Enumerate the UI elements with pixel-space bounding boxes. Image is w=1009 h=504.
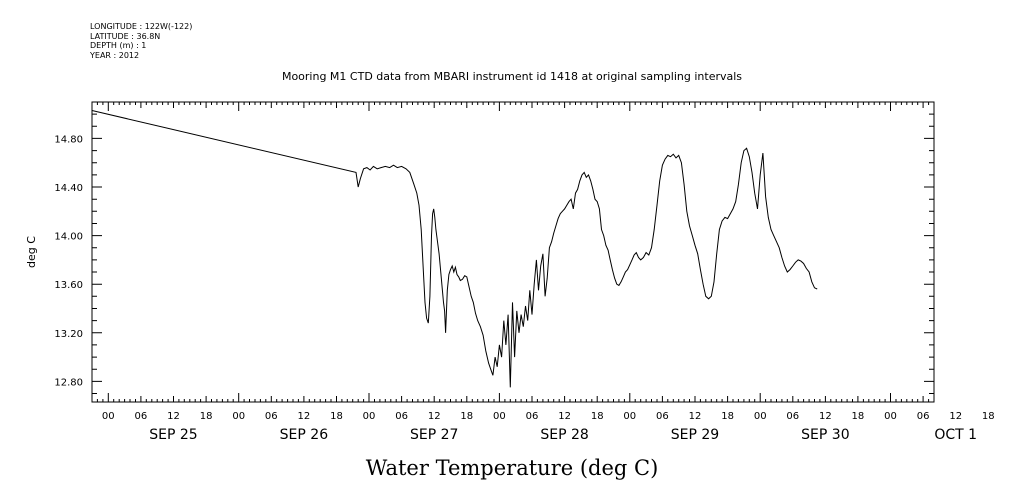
- hour-tick-label: 12: [428, 411, 441, 422]
- hour-tick-label: 00: [102, 411, 115, 422]
- hour-tick-label: 12: [298, 411, 311, 422]
- hour-tick-label: 06: [135, 411, 148, 422]
- hour-tick-label: 12: [689, 411, 702, 422]
- hour-tick-label: 18: [721, 411, 734, 422]
- day-labels: SEP 25 SEP 26 SEP 27 SEP 28 SEP 29 SEP 30 OCT …: [149, 427, 977, 443]
- y-tick-label: 14.40: [54, 183, 83, 194]
- latitude-label: LATITUDE : 36.8N: [90, 31, 161, 41]
- hour-tick-label: 00: [363, 411, 376, 422]
- hour-tick-label: 00: [754, 411, 767, 422]
- hour-tick-label: 00: [623, 411, 636, 422]
- hour-tick-label: 00: [493, 411, 506, 422]
- y-tick-labels: 12.80 13.20 13.60 14.00 14.40 14.80: [54, 134, 83, 388]
- hour-tick-label: 18: [330, 411, 343, 422]
- hour-tick-label: 06: [786, 411, 799, 422]
- year-label: YEAR : 2012: [90, 50, 140, 60]
- y-tick-label: 13.60: [54, 280, 83, 291]
- chart-title: Mooring M1 CTD data from MBARI instrumen…: [282, 70, 742, 83]
- hour-tick-label: 12: [558, 411, 571, 422]
- day-label: SEP 26: [280, 427, 329, 443]
- y-tick-label: 14.00: [54, 232, 83, 243]
- hour-tick-label: 12: [167, 411, 180, 422]
- hour-tick-label: 18: [200, 411, 213, 422]
- hour-tick-label: 18: [460, 411, 473, 422]
- hour-tick-label: 12: [949, 411, 962, 422]
- day-label: SEP 28: [540, 427, 588, 443]
- series-line-water-temperature: [91, 110, 818, 388]
- hour-tick-label: 06: [265, 411, 278, 422]
- depth-label: DEPTH (m) : 1: [90, 41, 147, 50]
- y-tick-label: 13.20: [54, 329, 83, 340]
- hour-tick-label: 18: [982, 411, 995, 422]
- day-label: OCT 1: [934, 427, 977, 443]
- day-label: SEP 29: [671, 427, 719, 443]
- hour-tick-label: 06: [526, 411, 539, 422]
- plot-frame: [91, 101, 935, 403]
- hour-tick-label: 12: [819, 411, 832, 422]
- y-tick-label: 12.80: [54, 377, 83, 388]
- y-axis-label: deg C: [25, 236, 38, 268]
- metadata-block: LONGITUDE : 122W(-122) LATITUDE : 36.8N …: [90, 22, 192, 60]
- hour-tick-label: 18: [591, 411, 604, 422]
- day-label: SEP 25: [149, 427, 197, 443]
- day-label: SEP 30: [801, 427, 849, 443]
- hour-tick-labels: 00 06 12 18 00 06 12 18 00 06 12 18 00 06 12 18 00 06 12 18…: [102, 411, 995, 422]
- y-tick-label: 14.80: [54, 134, 83, 145]
- hour-tick-label: 06: [656, 411, 669, 422]
- hour-tick-label: 00: [884, 411, 897, 422]
- bottom-title: Water Temperature (deg C): [366, 456, 659, 480]
- day-label: SEP 27: [410, 427, 458, 443]
- axis-ticks: [91, 101, 935, 402]
- tick-marks: [91, 101, 935, 402]
- hour-tick-label: 06: [395, 411, 408, 422]
- hour-tick-label: 18: [852, 411, 865, 422]
- hour-tick-label: 06: [917, 411, 930, 422]
- longitude-label: LONGITUDE : 122W(-122): [90, 22, 193, 31]
- hour-tick-label: 00: [232, 411, 245, 422]
